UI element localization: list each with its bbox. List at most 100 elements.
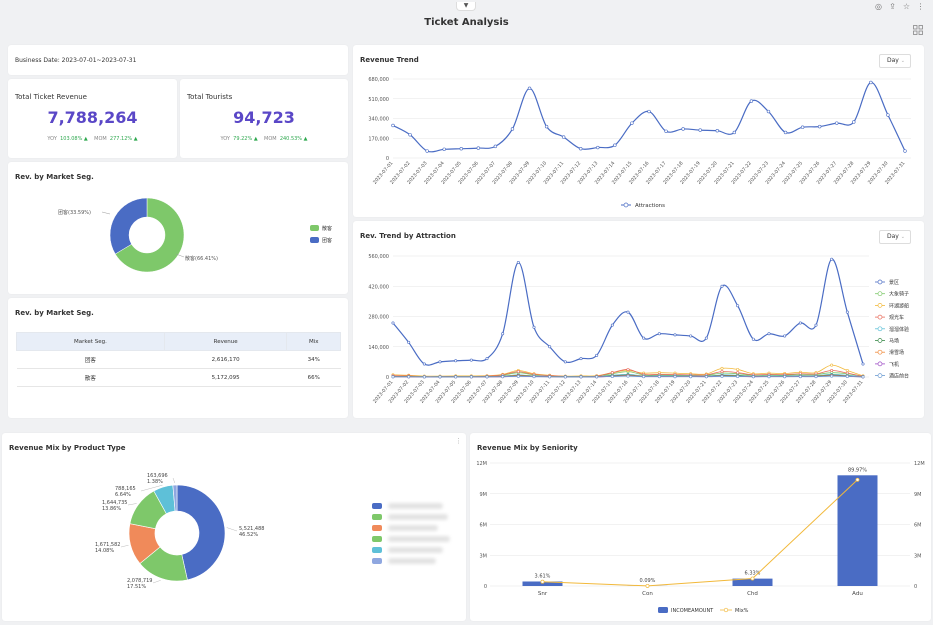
legend-marker [877, 314, 883, 320]
data-point [845, 369, 849, 373]
data-point [830, 257, 834, 261]
data-point [698, 128, 702, 132]
data-point [501, 375, 505, 379]
data-point [626, 310, 630, 314]
data-point [548, 375, 552, 379]
data-point [869, 80, 873, 85]
mix-point [855, 477, 860, 482]
table-header[interactable]: Mix [286, 332, 341, 351]
collapse-toggle[interactable]: ▼ [456, 2, 476, 11]
data-point [527, 86, 532, 90]
card-title: Revenue Mix by Seniority [477, 444, 578, 452]
granularity-dropdown[interactable]: Day ⌄ [879, 54, 911, 68]
legend-marker [723, 607, 729, 613]
data-point [579, 375, 583, 379]
legend-item [372, 514, 452, 520]
y-tick-label: 3M [480, 553, 488, 559]
data-point [595, 353, 599, 357]
data-point [485, 357, 489, 361]
legend-swatch [310, 225, 319, 231]
data-point [736, 374, 740, 378]
layout-grid-icon[interactable] [913, 25, 923, 35]
y-tick-label: 340,000 [368, 117, 389, 123]
legend-swatch [310, 237, 319, 243]
data-point [903, 149, 907, 153]
table-cell: 2,616,170 [164, 350, 287, 369]
y2-tick-label: 0 [914, 584, 917, 590]
legend-marker [623, 202, 629, 208]
table-header[interactable]: Revenue [163, 332, 288, 351]
table-header[interactable]: Market Seg. [16, 332, 165, 351]
data-point [664, 129, 668, 133]
data-point [595, 375, 599, 379]
data-point [736, 304, 740, 308]
data-point [579, 147, 583, 151]
table-cell: 34% [286, 350, 341, 369]
star-icon[interactable]: ☆ [902, 2, 911, 11]
more-icon[interactable]: ⋮ [916, 2, 925, 11]
data-point [563, 375, 567, 379]
legend-label: 飞机 [889, 361, 899, 368]
y-tick-label: 280,000 [368, 315, 389, 321]
x-tick-label: Con [642, 591, 653, 597]
kpi-card-revenue: Total Ticket Revenue 7,788,264 YOY 103.0… [8, 79, 177, 158]
legend-label: 酒店前台 [889, 373, 909, 380]
legend-label: Mix% [735, 608, 749, 614]
page-title: Ticket Analysis [424, 17, 509, 28]
data-point [642, 375, 646, 379]
data-point [704, 336, 708, 340]
data-point [720, 374, 724, 378]
legend-item [372, 525, 452, 531]
data-point [579, 357, 583, 361]
bar [732, 578, 773, 586]
y-tick-label: 6M [480, 523, 488, 529]
settings-icon[interactable]: ◎ [875, 2, 882, 11]
card-title: Rev. by Market Seg. [15, 309, 94, 317]
data-point [715, 128, 719, 133]
label-leader [152, 580, 161, 584]
data-point [767, 332, 771, 336]
data-point [596, 145, 600, 150]
x-tick-label: Snr [538, 591, 548, 597]
y-tick-label: 9M [480, 492, 488, 498]
kpi-compare: YOY 103.08% ▲ MOM 277.12% ▲ [47, 136, 138, 142]
card-title: Rev. Trend by Attraction [360, 232, 456, 240]
attraction-trend-chart: 0140,000280,000420,000560,0002023-07-012… [368, 254, 909, 405]
slice-value-label: 788,165 [115, 486, 136, 492]
y-tick-label: 12M [476, 461, 487, 467]
data-point [532, 375, 536, 379]
data-point [391, 123, 395, 128]
legend-marker [877, 338, 883, 343]
data-point [561, 135, 566, 139]
mix-data-label: 6.33% [745, 571, 761, 577]
data-point [510, 127, 515, 131]
data-point [751, 337, 755, 341]
legend-label: 马场 [889, 338, 899, 345]
legend-label: 环湖游船 [889, 302, 909, 309]
data-point [751, 375, 755, 379]
data-point [886, 113, 890, 117]
granularity-dropdown[interactable]: Day ⌄ [879, 230, 911, 244]
more-options-icon[interactable]: ⋮ [455, 437, 462, 445]
market-seg-donut-card: Rev. by Market Seg. 团客(33.59%) 散客(66.41%… [8, 162, 348, 294]
data-point [783, 130, 788, 135]
legend-marker [877, 373, 883, 378]
data-point [626, 367, 630, 371]
product-mix-donut-chart: 5,521,48846.52%2,078,71917.51%1,671,5821… [95, 473, 264, 590]
kpi-compare: YOY 79.22% ▲ MOM 240.53% ▲ [220, 136, 308, 142]
data-point [610, 374, 614, 378]
table-cell: 团客 [16, 350, 165, 369]
y-tick-label: 140,000 [368, 345, 389, 351]
kpi-title: Total Ticket Revenue [15, 93, 87, 101]
data-point [817, 124, 822, 129]
y2-tick-label: 3M [914, 553, 922, 559]
mix-point [750, 576, 755, 581]
slice-value-label: 2,078,719 [127, 578, 152, 584]
bar [522, 581, 563, 586]
data-point [422, 362, 426, 366]
data-point [657, 332, 661, 336]
revenue-trend-card: Revenue Trend Day ⌄ 0 170,000 340,000 510,00… [353, 45, 924, 217]
legend-item [372, 503, 452, 509]
share-icon[interactable]: ⇪ [889, 2, 896, 11]
data-point [407, 340, 411, 344]
